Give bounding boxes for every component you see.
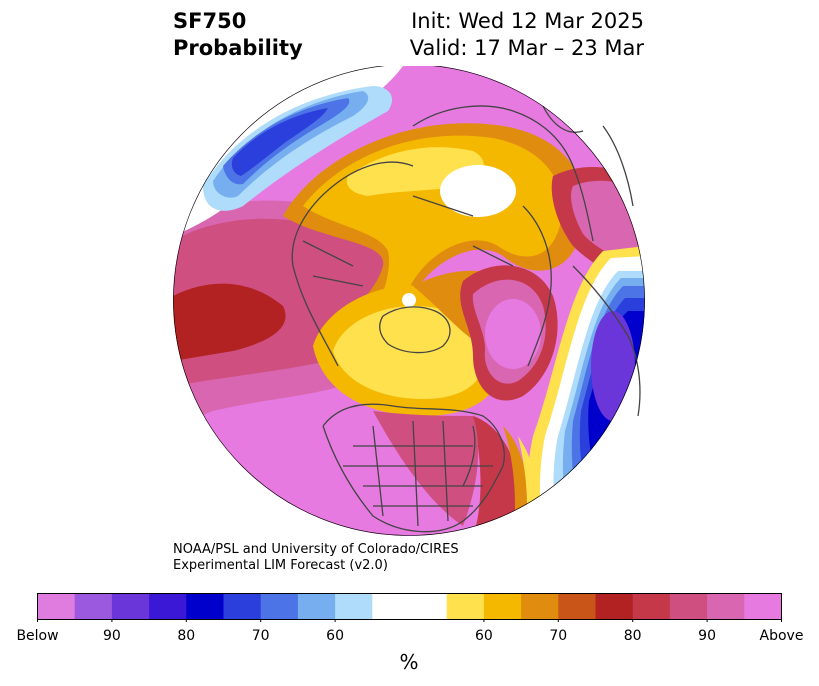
- valid-range: Valid: 17 Mar – 23 Mar: [409, 36, 644, 60]
- colorbar-swatch: [707, 593, 745, 620]
- colorbar-swatch: [483, 593, 522, 620]
- colorbar-tick-label: 60: [326, 628, 345, 644]
- colorbar-swatch: [74, 593, 113, 620]
- colorbar: [37, 593, 782, 622]
- forecast-map: [173, 66, 646, 537]
- colorbar-swatch: [335, 593, 373, 620]
- colorbar-swatch: [297, 593, 336, 620]
- product-title: Probability: [173, 36, 303, 60]
- credit-text: NOAA/PSL and University of Colorado/CIRE…: [173, 542, 459, 574]
- colorbar-tick-label: 90: [698, 628, 717, 644]
- colorbar-swatch: [595, 593, 634, 620]
- colorbar-swatch: [186, 593, 224, 620]
- title-block-right: Init: Wed 12 Mar 2025 Valid: 17 Mar – 23…: [410, 8, 644, 62]
- colorbar-tick-label: 80: [177, 628, 196, 644]
- coastlines: [291, 105, 641, 533]
- colorbar-unit: %: [399, 650, 419, 674]
- credit-line-2: Experimental LIM Forecast (v2.0): [173, 558, 388, 573]
- colorbar-tick-label: 70: [251, 628, 270, 644]
- colorbar-swatch: [669, 593, 708, 620]
- colorbar-swatch: [446, 593, 485, 620]
- colorbar-swatch: [260, 593, 299, 620]
- colorbar-swatch: [111, 593, 150, 620]
- colorbar-tick-label: 60: [474, 628, 493, 644]
- colorbar-frame: [37, 593, 782, 620]
- colorbar-swatch: [149, 593, 187, 620]
- colorbar-tick-label: 70: [549, 628, 568, 644]
- colorbar-swatch: [37, 593, 76, 620]
- colorbar-swatch: [632, 593, 671, 620]
- colorbar-tick-label: 80: [623, 628, 642, 644]
- title-block-left: SF750 Probability: [173, 8, 303, 62]
- colorbar-swatch: [521, 593, 559, 620]
- credit-line-1: NOAA/PSL and University of Colorado/CIRE…: [173, 542, 459, 557]
- colorbar-swatch: [409, 593, 448, 620]
- colorbar-swatch: [744, 593, 782, 620]
- variable-title: SF750: [173, 9, 247, 33]
- projection-edge: [173, 66, 645, 536]
- colorbar-swatch: [223, 593, 262, 620]
- colorbar-tick-label: 90: [102, 628, 121, 644]
- colorbar-swatch: [372, 593, 410, 620]
- init-date: Init: Wed 12 Mar 2025: [411, 9, 644, 33]
- colorbar-tick-label: Below: [16, 628, 59, 644]
- colorbar-swatch: [558, 593, 596, 620]
- colorbar-tick-label: Above: [759, 628, 804, 644]
